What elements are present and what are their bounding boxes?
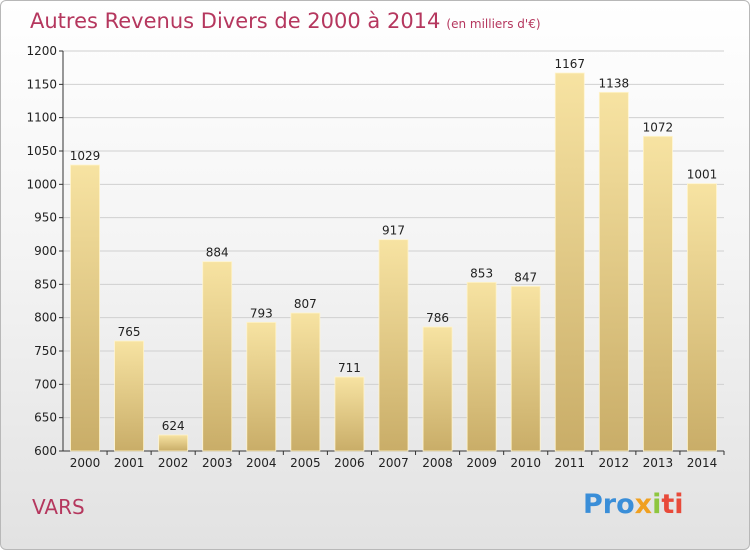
bar-2000 [70,164,100,452]
x-tick-label: 2014 [687,456,718,470]
bar-2003 [202,261,233,452]
bar-2010 [510,285,541,452]
y-tick-label: 650 [34,411,57,425]
bar-2004 [246,321,277,452]
data-label-2014: 1001 [687,168,718,182]
data-label-2011: 1167 [554,57,585,71]
bar-2002 [158,434,189,452]
data-label-2000: 1029 [70,149,101,163]
x-tick-label: 2004 [246,456,277,470]
x-tick-label: 2005 [290,456,321,470]
x-tick-label: 2002 [158,456,189,470]
bar-2006 [334,376,365,452]
bar-2005 [290,312,321,452]
data-label-2004: 793 [250,306,273,320]
y-tick-label: 1000 [26,177,57,191]
place-name: VARS [32,495,85,519]
data-label-2002: 624 [162,419,185,433]
x-tick-label: 2007 [378,456,409,470]
y-tick-label: 750 [34,344,57,358]
x-tick-label: 2011 [554,456,585,470]
bar-2011 [554,72,585,452]
bar-2009 [466,281,497,452]
data-label-2005: 807 [294,297,317,311]
y-tick-label: 800 [34,311,57,325]
bar-2001 [114,340,144,452]
chart-unit: (en milliers d'€) [446,17,541,31]
bar-2012 [598,91,629,452]
chart-title-text: Autres Revenus Divers de 2000 à 2014 [30,9,441,33]
data-label-2009: 853 [470,266,493,280]
y-tick-label: 1150 [26,77,57,91]
x-tick-label: 2000 [70,456,101,470]
x-tick-label: 2012 [599,456,630,470]
data-label-2007: 917 [382,224,405,238]
bar-2014 [687,183,717,452]
y-tick-label: 900 [34,244,57,258]
data-label-2001: 765 [118,325,141,339]
y-tick-label: 1200 [26,44,57,58]
x-tick-label: 2006 [334,456,365,470]
x-tick-label: 2009 [466,456,497,470]
y-tick-label: 700 [34,377,57,391]
x-tick-label: 2001 [114,456,145,470]
y-tick-label: 600 [34,444,57,458]
bar-2008 [422,326,453,452]
y-tick-label: 1050 [26,144,57,158]
y-tick-label: 850 [34,277,57,291]
y-tick-label: 950 [34,211,57,225]
data-label-2010: 847 [514,270,537,284]
data-label-2006: 711 [338,361,361,375]
data-label-2012: 1138 [599,76,630,90]
data-label-2003: 884 [206,246,229,260]
y-tick-label: 1100 [26,111,57,125]
x-tick-label: 2010 [510,456,541,470]
data-label-2008: 786 [426,311,449,325]
x-tick-label: 2008 [422,456,453,470]
data-label-2013: 1072 [643,120,674,134]
bar-2013 [643,135,673,452]
x-tick-label: 2013 [643,456,674,470]
chart-title: Autres Revenus Divers de 2000 à 2014 (en … [30,9,541,33]
proxiti-logo[interactable]: Proxiti [583,489,684,520]
bar-2007 [378,239,409,452]
x-tick-label: 2003 [202,456,233,470]
